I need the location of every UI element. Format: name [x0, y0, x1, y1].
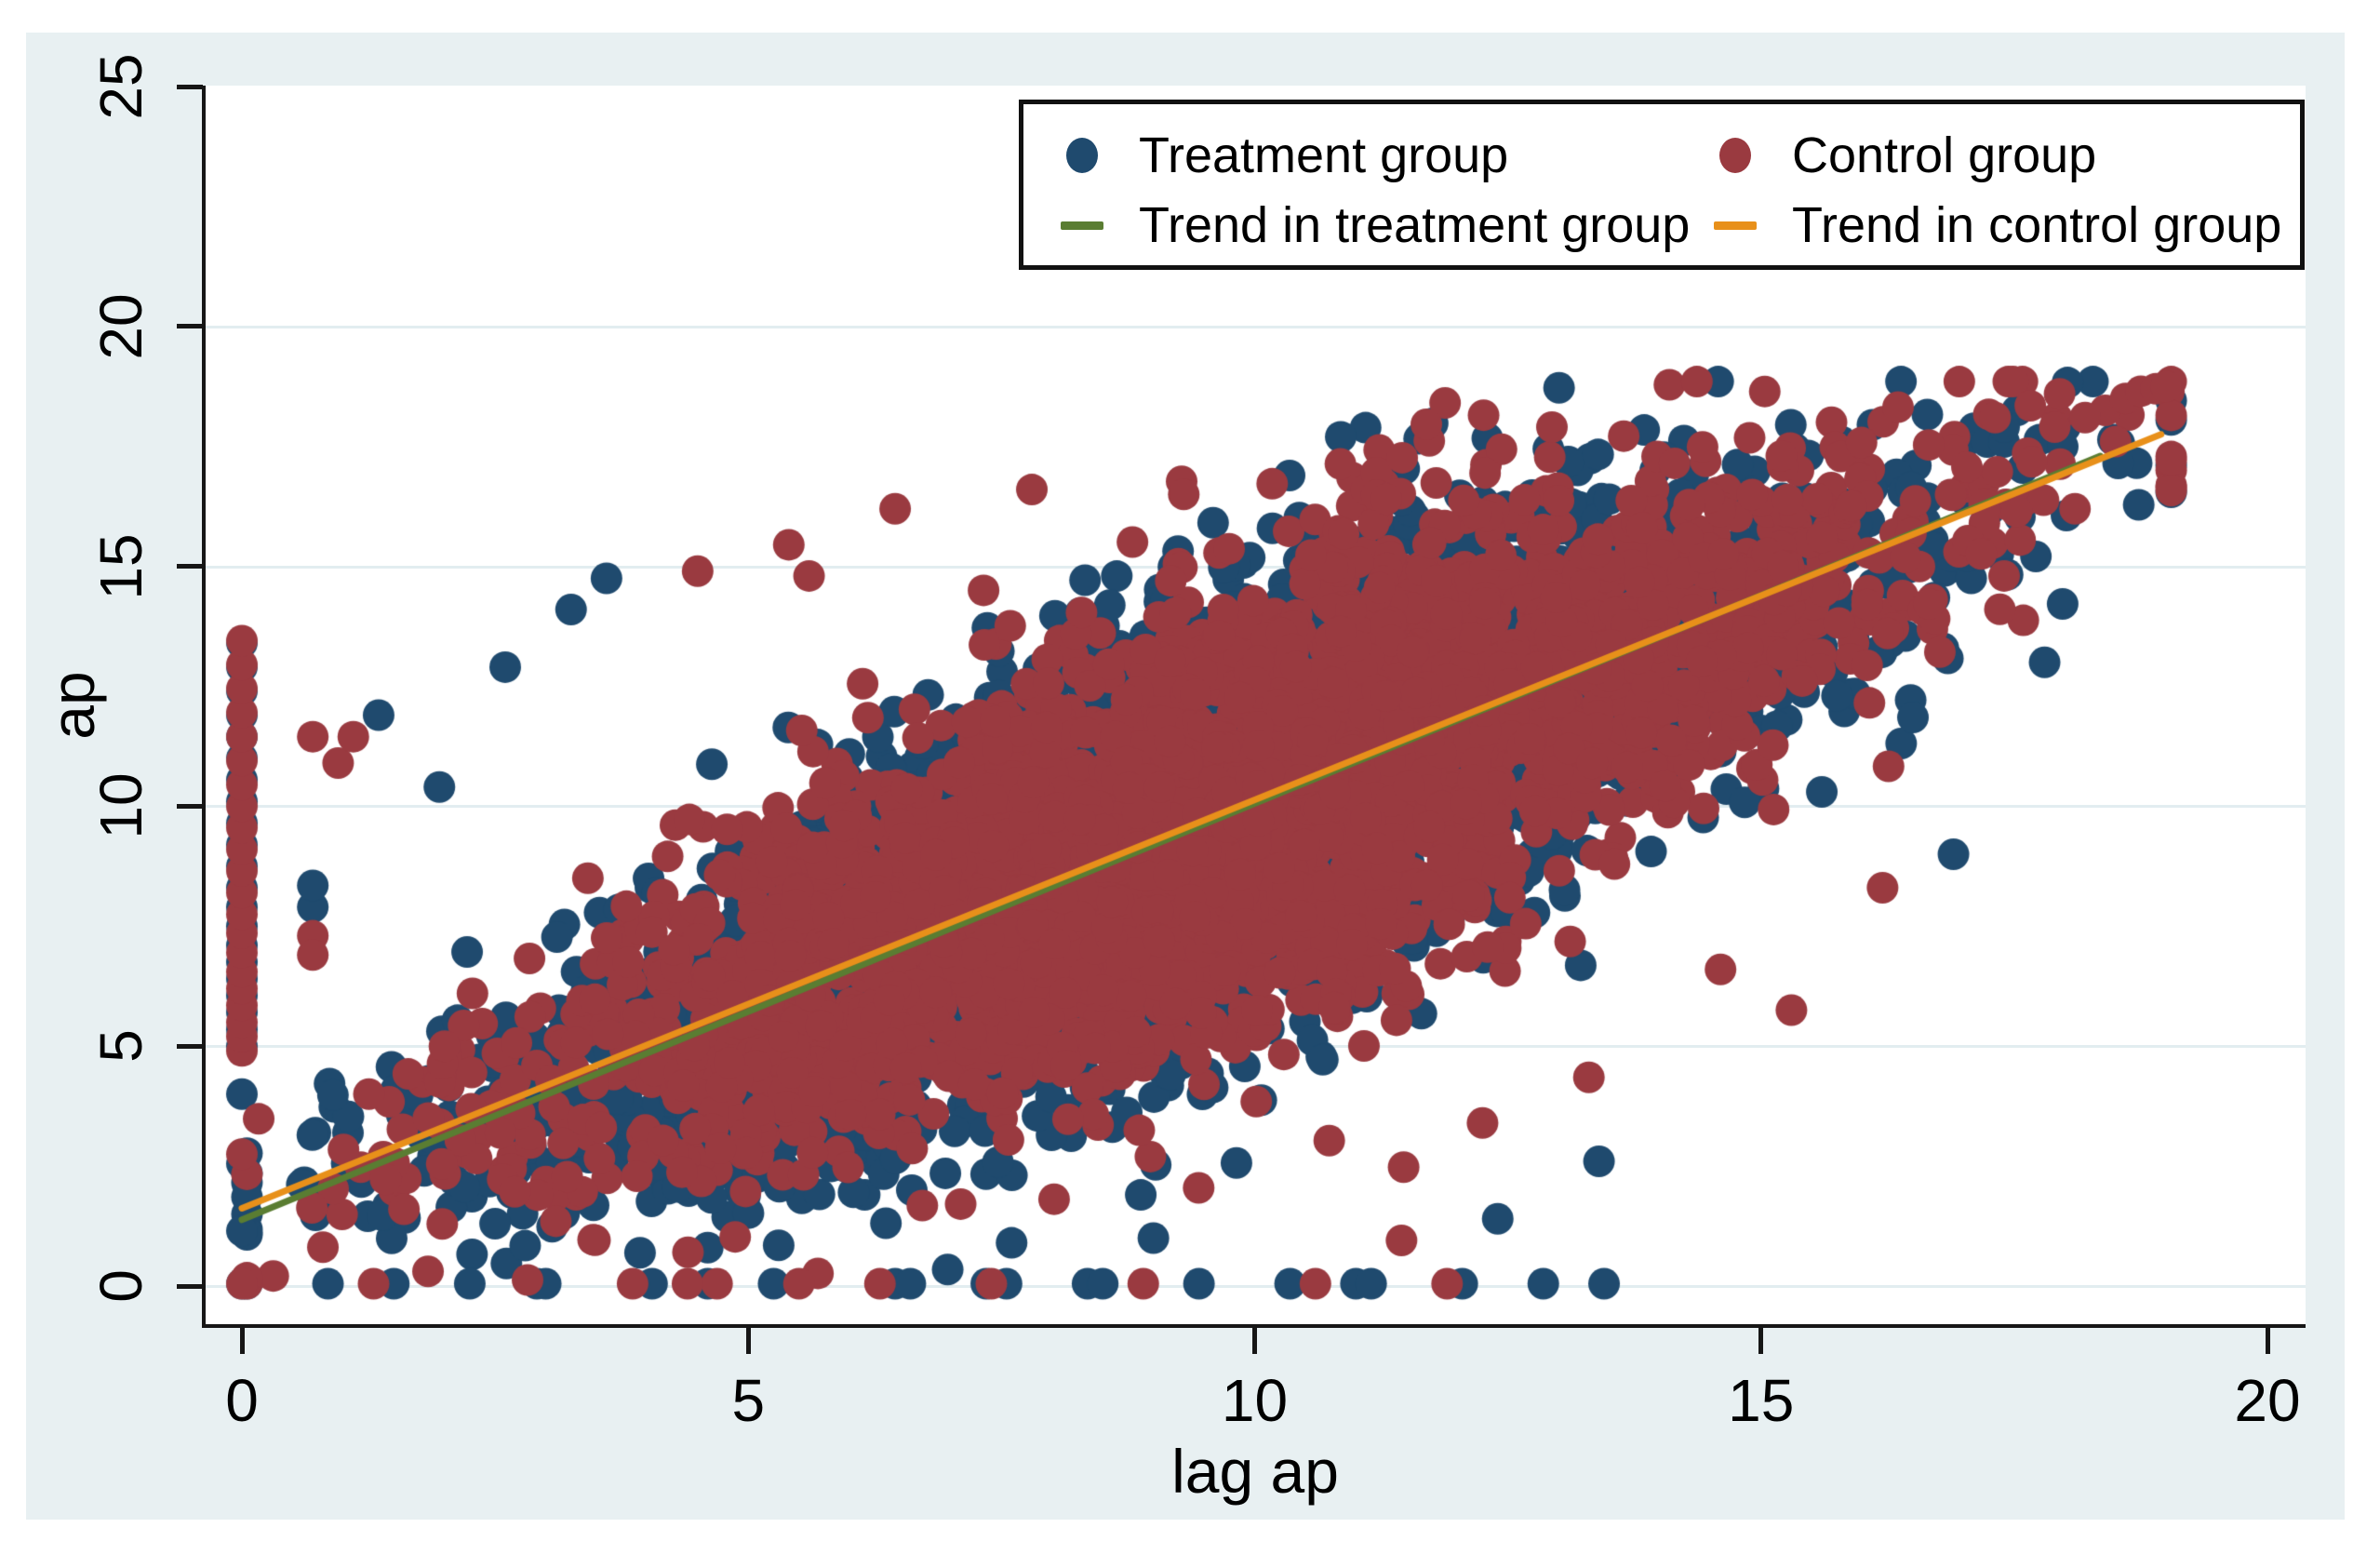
x-axis-title: lag ap: [1171, 1437, 1339, 1506]
y-tick-25: [177, 84, 203, 89]
legend-entry-trend-treatment: Trend in treatment group: [1059, 183, 1690, 267]
y-axis-title: ap: [38, 671, 107, 740]
x-tick-label-10: 10: [1221, 1367, 1289, 1434]
x-tick-10: [1252, 1328, 1257, 1354]
y-tick-label-15: 15: [87, 533, 154, 600]
x-tick-label-20: 20: [2234, 1367, 2301, 1434]
control-trend-dash-icon: [1712, 183, 1758, 267]
y-tick-label-0: 0: [87, 1269, 154, 1303]
x-tick-label-15: 15: [1728, 1367, 1795, 1434]
y-tick-20: [177, 324, 203, 329]
x-axis-line: [202, 1324, 2306, 1328]
x-tick-15: [1758, 1328, 1764, 1354]
legend-label-control: Control group: [1792, 127, 2097, 183]
x-tick-label-0: 0: [225, 1367, 259, 1434]
legend-label-trend-control: Trend in control group: [1792, 197, 2282, 253]
scatter-canvas: [205, 86, 2306, 1326]
y-tick-label-10: 10: [87, 772, 154, 839]
legend-entry-treatment: Treatment group: [1059, 114, 1508, 197]
x-tick-20: [2265, 1328, 2270, 1354]
y-tick-label-5: 5: [87, 1029, 154, 1063]
treatment-trend-dash-icon: [1059, 183, 1105, 267]
legend-box: Treatment group Control group Trend in t…: [1019, 100, 2305, 270]
y-tick-label-25: 25: [87, 53, 154, 120]
y-tick-5: [177, 1043, 203, 1049]
y-tick-15: [177, 564, 203, 570]
legend-entry-control: Control group: [1712, 114, 2096, 197]
x-tick-5: [745, 1328, 751, 1354]
legend-label-treatment: Treatment group: [1139, 127, 1509, 183]
y-tick-0: [177, 1283, 203, 1289]
control-dot-icon: [1712, 114, 1758, 197]
x-tick-0: [239, 1328, 245, 1354]
y-axis-line: [202, 86, 206, 1328]
y-tick-10: [177, 803, 203, 809]
x-tick-label-5: 5: [731, 1367, 766, 1434]
treatment-dot-icon: [1059, 114, 1105, 197]
legend-entry-trend-control: Trend in control group: [1712, 183, 2281, 267]
legend-label-trend-treatment: Trend in treatment group: [1139, 197, 1691, 253]
y-tick-label-20: 20: [87, 293, 154, 360]
